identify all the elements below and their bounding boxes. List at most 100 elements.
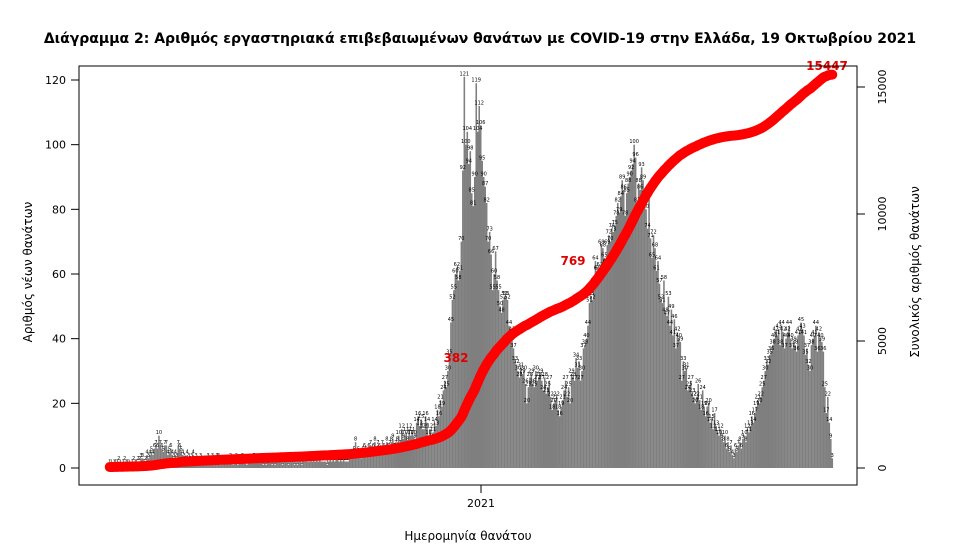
bar-label: 30: [579, 366, 585, 372]
bar: [707, 403, 710, 468]
bar: [286, 461, 288, 468]
bar-label: 4: [731, 450, 734, 456]
x-axis-label: Ημερομηνία θανάτου: [404, 529, 531, 543]
bar: [506, 299, 509, 468]
bar-label: 42: [780, 327, 786, 333]
bar: [390, 442, 393, 468]
bar: [670, 309, 673, 468]
bar: [591, 299, 594, 468]
bar-label: 46: [671, 314, 677, 320]
bar-label: 33: [680, 356, 686, 362]
bar-label: 20: [550, 398, 556, 404]
bar-label: 35: [446, 349, 452, 355]
bar-label: 6: [740, 443, 743, 449]
bar-label: 61: [653, 265, 659, 271]
bar-label: 70: [485, 236, 491, 242]
bar-label: 41: [670, 330, 676, 336]
bar-label: 82: [615, 197, 621, 203]
bar: [719, 429, 722, 468]
bar: [804, 354, 807, 468]
bar: [433, 422, 436, 468]
bar-label: 40: [817, 333, 823, 339]
bar: [527, 387, 530, 468]
bar: [722, 442, 725, 468]
bar-label: 20: [756, 398, 762, 404]
bar: [432, 432, 434, 468]
bar-label: 5: [162, 446, 165, 452]
bar: [612, 231, 615, 468]
bar-label: 4: [174, 450, 177, 456]
bar: [460, 241, 463, 468]
bar: [462, 170, 464, 468]
bar-label: 44: [506, 320, 512, 326]
bar: [655, 270, 658, 468]
annotation-label: 769: [560, 254, 585, 268]
bar: [293, 464, 296, 468]
bar-label: 5: [728, 446, 731, 452]
bar-label: 16: [422, 411, 428, 417]
bar-label: 90: [472, 172, 478, 178]
bar: [479, 125, 482, 469]
bar: [366, 455, 369, 468]
bar-label: 39: [819, 336, 825, 342]
bar-label: 36: [793, 346, 799, 352]
bar: [463, 76, 466, 469]
bar: [396, 442, 399, 468]
bar-label: 72: [650, 230, 656, 236]
bar-label: 68: [600, 243, 606, 249]
bar-label: 20: [705, 398, 711, 404]
bar: [502, 299, 504, 468]
bar-label: 89: [640, 175, 646, 181]
bar: [359, 455, 361, 468]
bar: [691, 393, 694, 468]
bar: [603, 257, 606, 468]
bar: [633, 144, 635, 469]
bar: [378, 448, 381, 468]
bar: [570, 374, 573, 468]
bar-label: 10: [410, 430, 416, 436]
bar-label: 9: [829, 433, 832, 439]
bar: [326, 464, 329, 468]
bar-label: 55: [495, 285, 501, 291]
bar-label: 15: [708, 414, 714, 420]
y-tick-label: 80: [52, 203, 66, 216]
bar-label: 36: [768, 346, 774, 352]
bar: [630, 170, 632, 468]
bar-label: 43: [799, 323, 805, 329]
bar: [718, 435, 720, 468]
bar-label: 22: [825, 391, 831, 397]
bar: [383, 448, 385, 468]
bar: [770, 351, 772, 468]
bar-label: 40: [676, 333, 682, 339]
bar: [532, 383, 534, 468]
bar: [760, 396, 762, 468]
bar: [661, 303, 664, 468]
bar: [311, 461, 314, 468]
bar-label: 25: [545, 382, 551, 388]
bar-label: 8: [406, 437, 409, 443]
bar-label: 8: [390, 437, 393, 443]
bar-label: 73: [610, 226, 616, 232]
bar: [262, 464, 264, 468]
bar: [222, 461, 224, 468]
bar-label: 27: [442, 375, 448, 381]
bar: [664, 312, 667, 468]
bar: [240, 461, 242, 468]
bar: [676, 332, 679, 468]
bar-label: 1: [326, 459, 329, 465]
bar: [526, 403, 528, 468]
bar-label: 32: [513, 359, 519, 365]
bar: [618, 212, 621, 468]
bar: [636, 202, 638, 468]
bar: [329, 458, 332, 468]
bar-label: 8: [396, 437, 399, 443]
bar-label: 57: [656, 278, 662, 284]
bar-label: 53: [665, 291, 671, 297]
bar-label: 10: [156, 430, 162, 436]
bar-label: 88: [625, 178, 631, 184]
bar: [774, 332, 777, 468]
bar-label: 40: [583, 333, 589, 339]
bar-label: 21: [552, 395, 558, 401]
bar: [529, 377, 531, 468]
